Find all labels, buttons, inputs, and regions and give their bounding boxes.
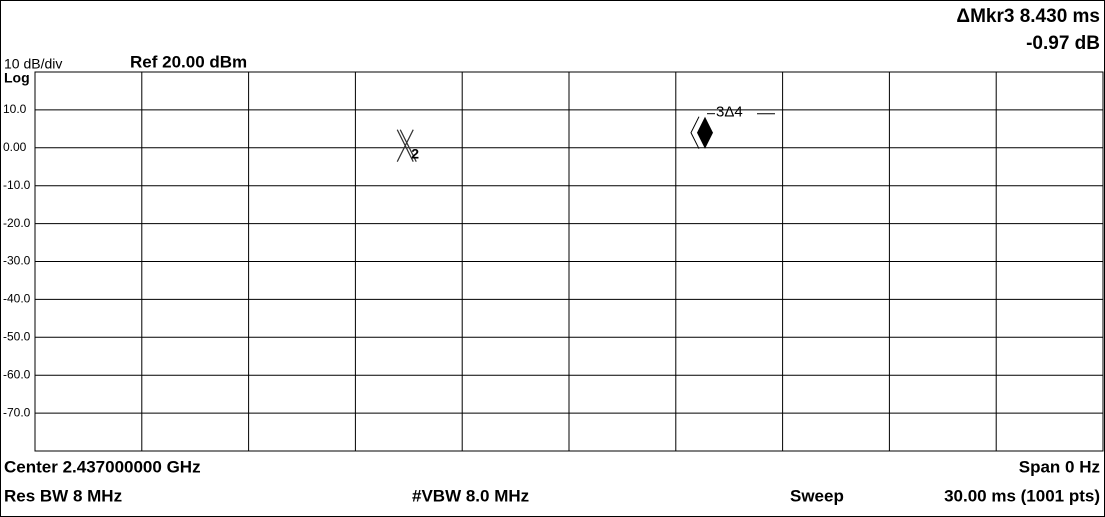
marker-symbol [396, 129, 417, 162]
marker-label: 3Δ4 [716, 104, 743, 121]
y-tick-label: -40.0 [3, 292, 31, 306]
y-tick-label: 10.0 [3, 102, 27, 116]
sweep-label: Sweep [790, 486, 844, 505]
y-tick-label: -20.0 [3, 216, 31, 230]
y-tick-label: -50.0 [3, 329, 31, 343]
marker-symbol [696, 116, 713, 149]
marker-label: 2 [411, 145, 419, 161]
y-tick-label: -70.0 [3, 405, 31, 419]
scale: 10 dB/div [4, 56, 62, 72]
reference: Ref 20.00 dBm [130, 52, 247, 71]
vbw: #VBW 8.0 MHz [412, 486, 529, 505]
marker-delta: -0.97 dB [1026, 33, 1100, 54]
y-tick-label: 0.00 [3, 140, 27, 154]
y-tick-label: -60.0 [3, 367, 31, 381]
sweep: 30.00 ms (1001 pts) [944, 486, 1100, 505]
y-tick-label: -10.0 [3, 178, 31, 192]
span: Span 0 Hz [1019, 457, 1100, 476]
center: Center 2.437000000 GHz [4, 457, 201, 476]
marker-ref [690, 116, 700, 149]
res-bw: Res BW 8 MHz [4, 486, 122, 505]
y-tick-label: -30.0 [3, 254, 31, 268]
scale-type: Log [4, 70, 30, 86]
marker-readout: ΔMkr3 8.430 ms [956, 6, 1100, 27]
